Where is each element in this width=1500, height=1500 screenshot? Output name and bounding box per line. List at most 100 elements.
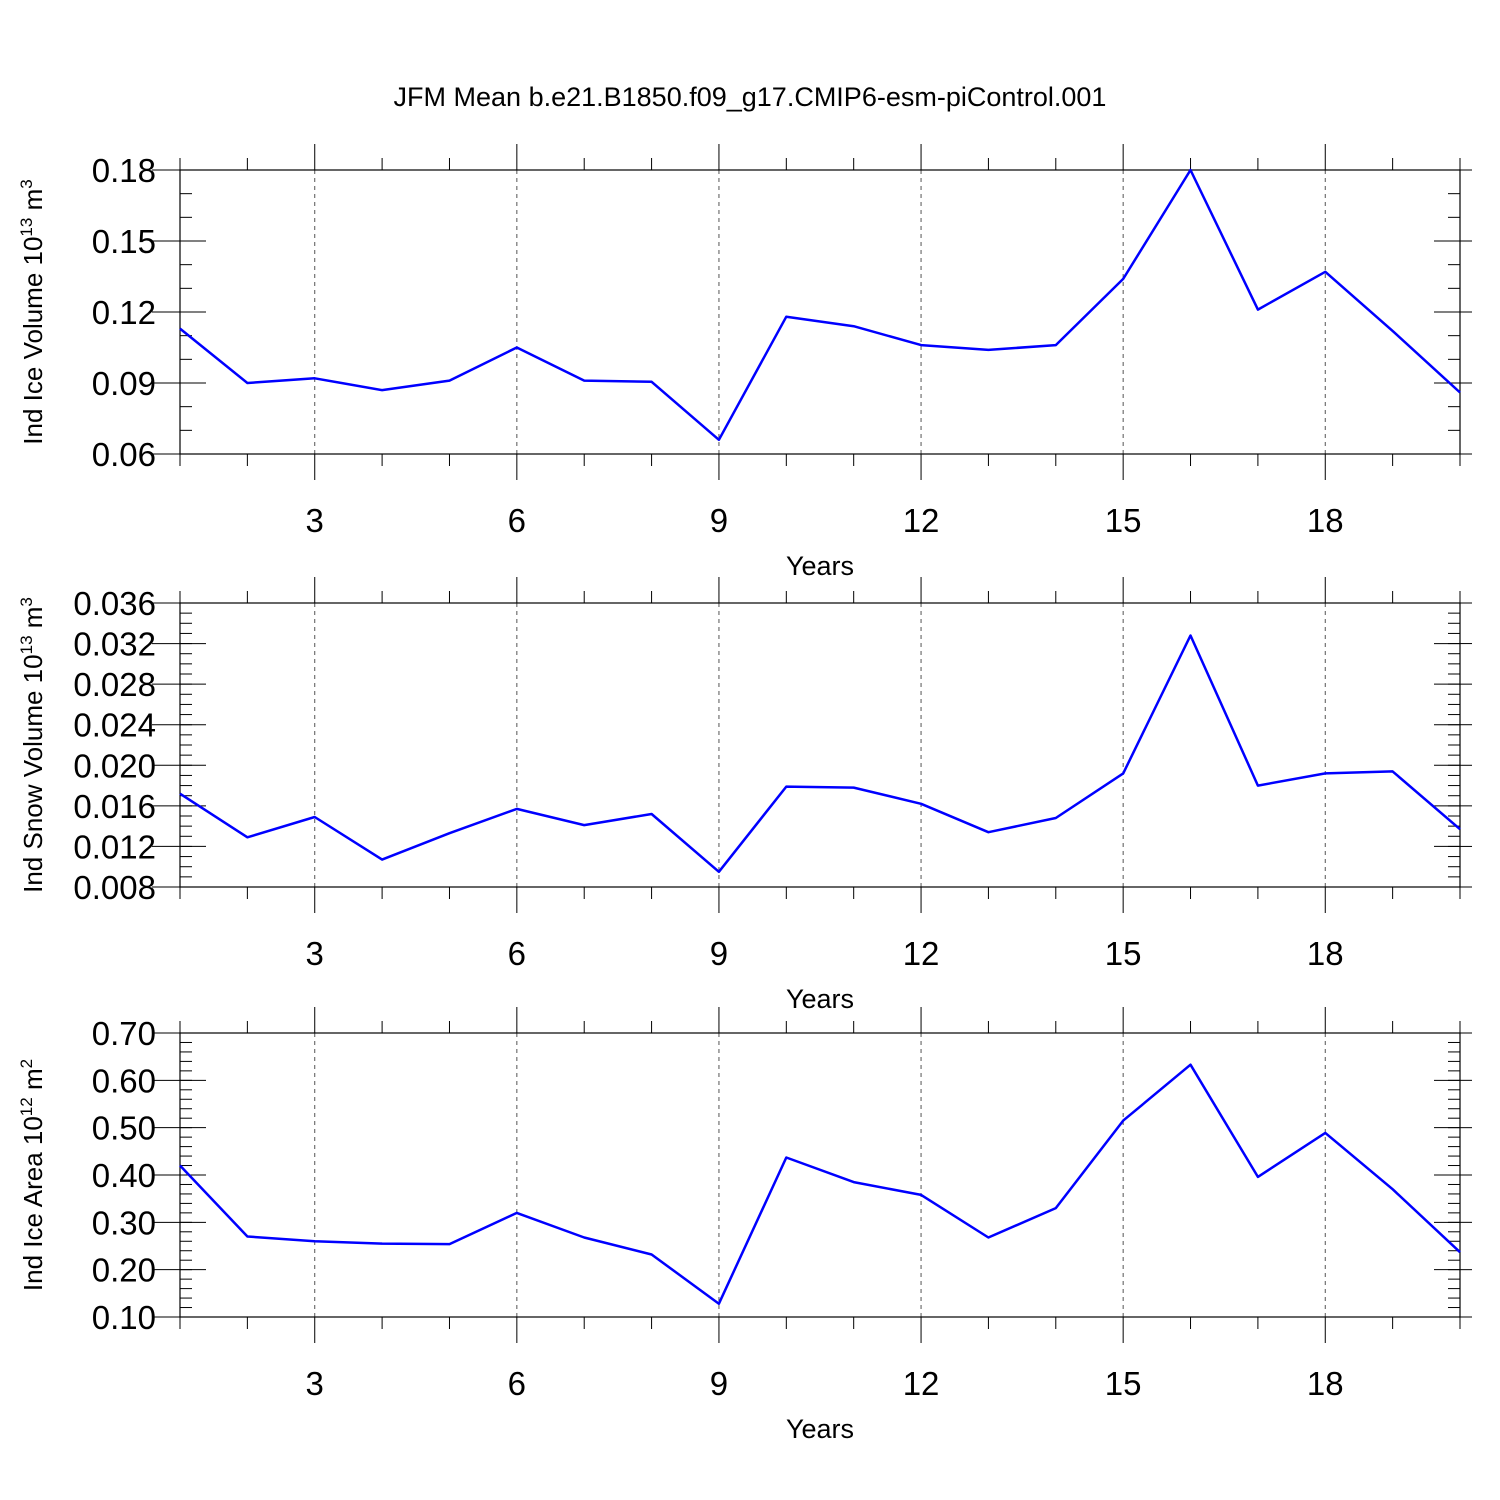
plot-frame bbox=[179, 169, 1461, 455]
y-tick-label: 0.020 bbox=[73, 747, 156, 784]
y-tick-label: 0.012 bbox=[73, 828, 156, 865]
data-point bbox=[1121, 771, 1125, 775]
y-tick-label: 0.60 bbox=[92, 1062, 156, 1099]
data-point bbox=[245, 1235, 249, 1239]
panel-ice-volume: 3 6 9 12 15 18 0.06 0.09 0.12 0.15 0.18 Years Ind Ic… bbox=[17, 144, 1472, 581]
x-tick-label: 12 bbox=[903, 1365, 940, 1402]
y-axis-label-unit: m bbox=[18, 607, 48, 636]
data-point bbox=[1391, 329, 1395, 333]
y-tick-label: 0.40 bbox=[92, 1157, 156, 1194]
x-tick-label: 3 bbox=[306, 502, 324, 539]
data-point bbox=[1054, 1206, 1058, 1210]
data-point bbox=[245, 835, 249, 839]
y-tick-label: 0.50 bbox=[92, 1110, 156, 1147]
data-point bbox=[1458, 390, 1462, 394]
y-axis-label-main: Ind Ice Area 10 bbox=[18, 1116, 48, 1291]
y-tick-label: 0.008 bbox=[73, 869, 156, 906]
x-tick-label: 12 bbox=[903, 502, 940, 539]
y-axis-label-main: Ind Ice Volume 10 bbox=[18, 237, 48, 445]
x-axis-label: Years bbox=[786, 1414, 854, 1444]
data-point bbox=[380, 388, 384, 392]
data-point bbox=[447, 831, 451, 835]
y-axis-label-exponent: 13 bbox=[17, 635, 36, 654]
data-point bbox=[447, 379, 451, 383]
data-point bbox=[1256, 1175, 1260, 1179]
data-point bbox=[919, 1193, 923, 1197]
x-tick-label: 6 bbox=[508, 935, 526, 972]
data-point bbox=[1189, 633, 1193, 637]
y-axis-label: Ind Snow Volume 1013 m3 bbox=[17, 597, 48, 893]
plot-frame bbox=[179, 1032, 1461, 1318]
data-point bbox=[717, 438, 721, 442]
y-axis-label-main: Ind Snow Volume 10 bbox=[18, 654, 48, 893]
data-point bbox=[178, 327, 182, 331]
series-line-ice-volume bbox=[179, 168, 1461, 442]
data-point bbox=[1054, 816, 1058, 820]
data-point bbox=[784, 1155, 788, 1159]
data-point bbox=[852, 324, 856, 328]
x-tick-label: 3 bbox=[306, 1365, 324, 1402]
data-point bbox=[313, 1239, 317, 1243]
y-axis-label-exponent: 13 bbox=[17, 218, 36, 237]
data-point bbox=[717, 870, 721, 874]
data-point bbox=[313, 376, 317, 380]
plot-frame bbox=[179, 602, 1461, 888]
data-point bbox=[650, 380, 654, 384]
y-tick-label: 0.70 bbox=[92, 1015, 156, 1052]
x-tick-label: 15 bbox=[1105, 935, 1142, 972]
data-point bbox=[1256, 308, 1260, 312]
data-point bbox=[717, 1302, 721, 1306]
data-point bbox=[986, 1235, 990, 1239]
data-point bbox=[245, 381, 249, 385]
data-point bbox=[919, 802, 923, 806]
data-point bbox=[919, 343, 923, 347]
y-axis-label: Ind Ice Area 1012 m2 bbox=[17, 1059, 48, 1291]
y-tick-label: 0.09 bbox=[92, 365, 156, 402]
y-axis-label-unit-exponent: 3 bbox=[17, 179, 36, 188]
figure-title: JFM Mean b.e21.B1850.f09_g17.CMIP6-esm-p… bbox=[394, 82, 1107, 112]
data-point bbox=[1121, 277, 1125, 281]
data-point bbox=[1458, 1250, 1462, 1254]
x-tick-label: 18 bbox=[1307, 935, 1344, 972]
data-point bbox=[1054, 343, 1058, 347]
x-tick-label: 12 bbox=[903, 935, 940, 972]
y-tick-label: 0.036 bbox=[73, 585, 156, 622]
data-point bbox=[1189, 168, 1193, 172]
y-tick-label: 0.12 bbox=[92, 294, 156, 331]
y-tick-label: 0.028 bbox=[73, 666, 156, 703]
x-tick-label: 6 bbox=[508, 502, 526, 539]
y-axis-label-unit-exponent: 2 bbox=[17, 1059, 36, 1068]
data-point bbox=[1256, 784, 1260, 788]
data-point bbox=[313, 815, 317, 819]
y-axis-label-unit-exponent: 3 bbox=[17, 597, 36, 606]
data-point bbox=[515, 807, 519, 811]
data-point bbox=[582, 1235, 586, 1239]
y-tick-label: 0.18 bbox=[92, 152, 156, 189]
y-axis-label-exponent: 12 bbox=[17, 1097, 36, 1116]
data-point bbox=[1391, 769, 1395, 773]
data-point bbox=[515, 1211, 519, 1215]
data-point bbox=[380, 1242, 384, 1246]
y-axis-label: Ind Ice Volume 1013 m3 bbox=[17, 179, 48, 444]
data-point bbox=[515, 346, 519, 350]
panel-snow-volume: 3 6 9 12 15 180.0080.0120.0160.0200.0240.0280… bbox=[17, 577, 1472, 1014]
panels: 3 6 9 12 15 18 0.06 0.09 0.12 0.15 0.18 Years Ind Ic… bbox=[17, 144, 1472, 1444]
data-point bbox=[582, 823, 586, 827]
data-point bbox=[1323, 270, 1327, 274]
data-point bbox=[1391, 1187, 1395, 1191]
data-point bbox=[650, 812, 654, 816]
data-point bbox=[1458, 827, 1462, 831]
data-point bbox=[986, 830, 990, 834]
y-tick-label: 0.10 bbox=[92, 1299, 156, 1336]
data-point bbox=[1323, 771, 1327, 775]
y-tick-label: 0.06 bbox=[92, 436, 156, 473]
y-axis-label-unit: m bbox=[18, 1068, 48, 1097]
x-tick-label: 9 bbox=[710, 502, 728, 539]
x-tick-label: 3 bbox=[306, 935, 324, 972]
data-point bbox=[784, 785, 788, 789]
x-tick-label: 18 bbox=[1307, 502, 1344, 539]
data-point bbox=[1189, 1063, 1193, 1067]
data-point bbox=[852, 1180, 856, 1184]
data-point bbox=[784, 315, 788, 319]
